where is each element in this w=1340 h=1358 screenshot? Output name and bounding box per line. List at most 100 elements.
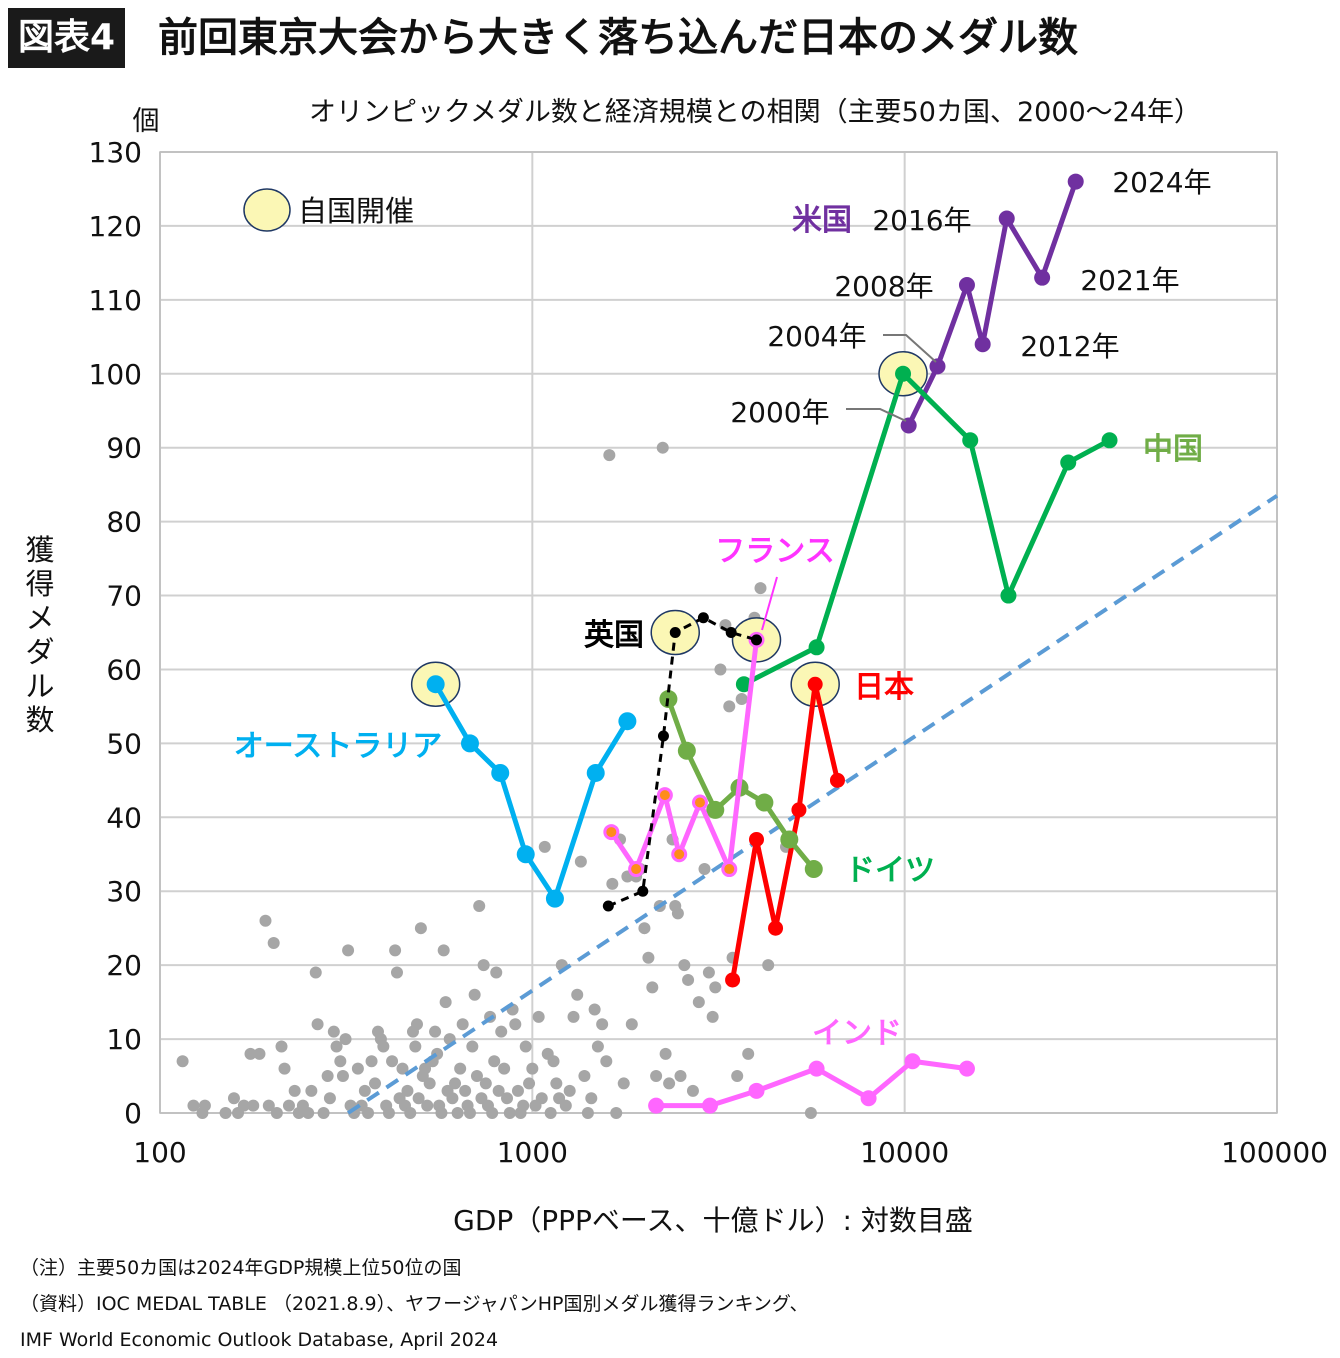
series-point: [1067, 173, 1084, 190]
series-label: フランス: [715, 534, 834, 569]
data-point: [610, 1107, 623, 1119]
x-tick-label: 100000: [1221, 1136, 1328, 1169]
data-point: [532, 1010, 545, 1023]
series-point: [904, 1053, 921, 1070]
series-label: 中国: [1143, 432, 1203, 467]
series-point: [669, 627, 681, 638]
data-point: [429, 1025, 442, 1038]
data-point: [386, 1055, 399, 1068]
data-point: [535, 1092, 548, 1105]
legend: 自国開催: [243, 188, 414, 232]
x-tick-label: 10000: [860, 1136, 949, 1169]
y-tick-label: 90: [106, 432, 142, 465]
data-point: [449, 1077, 462, 1090]
data-point: [401, 1084, 414, 1097]
series-point: [768, 920, 784, 936]
data-point: [288, 1084, 301, 1097]
data-point: [414, 922, 427, 935]
y-tick-label: 60: [106, 653, 142, 686]
series-英国: [602, 612, 763, 912]
data-point: [253, 1047, 266, 1060]
year-leader-line: [846, 408, 907, 422]
data-point: [259, 914, 272, 927]
series-point: [725, 972, 741, 988]
series-point: [602, 900, 614, 912]
series-point: [808, 639, 825, 656]
series-point: [958, 1060, 975, 1077]
data-point: [625, 1018, 638, 1031]
series-point: [603, 824, 620, 841]
series-point: [735, 676, 752, 693]
year-label: 2012年: [1020, 330, 1119, 363]
data-point: [270, 1107, 283, 1119]
data-point: [244, 1047, 257, 1060]
data-point: [538, 840, 551, 853]
data-point: [339, 1033, 352, 1046]
data-point: [511, 1084, 524, 1097]
data-point: [479, 1077, 492, 1090]
note-line: （注）主要50カ国は2024年GDP規模上位50位の国: [20, 1257, 462, 1279]
data-point: [389, 944, 402, 957]
data-point: [456, 1018, 469, 1031]
data-point: [262, 1099, 275, 1112]
data-point: [617, 1077, 630, 1090]
year-label: 2008年: [834, 270, 933, 303]
y-tick-label: 70: [106, 580, 142, 613]
series-point: [426, 675, 445, 694]
data-point: [334, 1055, 347, 1068]
data-point: [544, 1107, 557, 1119]
data-point: [702, 966, 715, 979]
data-point: [176, 1055, 189, 1068]
source-line: （資料）IOC MEDAL TABLE （2021.8.9）、ヤフージャパンHP…: [20, 1293, 809, 1315]
data-point: [498, 1062, 511, 1075]
series-label: 米国: [792, 203, 852, 238]
legend-host-label: 自国開催: [298, 194, 414, 228]
trend-line: [346, 494, 1279, 1115]
data-point: [509, 1018, 522, 1031]
y-tick-label: 110: [89, 284, 142, 317]
data-point: [336, 1070, 349, 1083]
series-インド: [648, 1053, 975, 1114]
footnotes: （注）主要50カ国は2024年GDP規模上位50位の国 （資料）IOC MEDA…: [20, 1250, 809, 1358]
data-point: [419, 1062, 432, 1075]
data-point: [409, 1040, 422, 1053]
data-point: [365, 1055, 378, 1068]
data-point: [446, 1092, 459, 1105]
data-point: [390, 966, 403, 979]
data-point: [311, 1018, 324, 1031]
data-point: [804, 1107, 817, 1119]
series-point: [804, 860, 823, 879]
data-point: [490, 966, 503, 979]
series-point: [545, 889, 564, 908]
series-point: [1034, 269, 1051, 286]
data-point: [547, 1055, 560, 1068]
data-point: [369, 1077, 382, 1090]
series-point: [628, 861, 645, 878]
year-label: 2004年: [767, 320, 866, 353]
series-label: 英国: [584, 618, 644, 653]
series-point: [962, 432, 979, 449]
y-tick-label: 50: [106, 727, 142, 760]
data-point: [574, 855, 587, 868]
data-point: [762, 959, 775, 972]
data-point: [526, 1062, 539, 1075]
series-point: [586, 763, 605, 782]
data-point: [692, 996, 705, 1009]
series-point: [725, 627, 737, 638]
y-tick-label: 130: [89, 136, 142, 169]
year-label: 2021年: [1080, 264, 1179, 297]
us-year-labels: 2000年 2004年 2008年 2012年 2016年 2021年 2024年: [730, 166, 1211, 429]
data-point: [309, 966, 322, 979]
series-point: [929, 358, 946, 375]
data-point: [451, 1107, 464, 1119]
series-point: [958, 277, 975, 294]
data-point: [305, 1084, 318, 1097]
data-point: [351, 1062, 364, 1075]
data-point: [237, 1099, 250, 1112]
data-point: [219, 1107, 232, 1119]
background-country-points: [176, 441, 817, 1119]
data-point: [714, 663, 727, 676]
series-point: [516, 845, 535, 864]
series-point: [748, 1082, 765, 1099]
series-point: [791, 802, 807, 818]
